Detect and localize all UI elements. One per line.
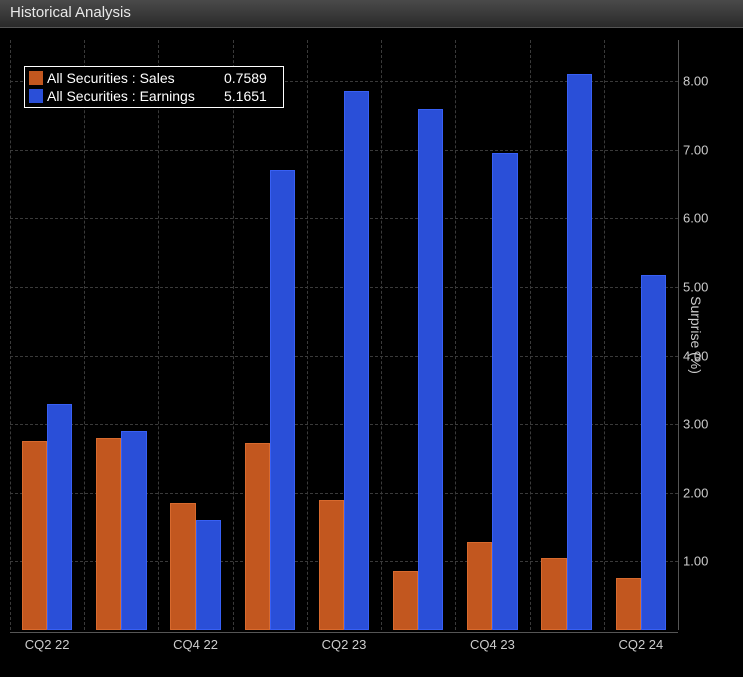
x-tick-label: CQ2 24	[618, 637, 663, 652]
bar-earnings[interactable]	[196, 520, 221, 630]
legend-row: All Securities : Sales0.7589	[29, 69, 279, 87]
legend-label: All Securities : Earnings	[47, 87, 220, 105]
bar-earnings[interactable]	[270, 170, 295, 630]
legend-label: All Securities : Sales	[47, 69, 220, 87]
bar-earnings[interactable]	[344, 91, 369, 630]
bar-sales[interactable]	[245, 443, 270, 630]
legend-swatch	[29, 89, 43, 103]
panel-title-bar: Historical Analysis	[0, 0, 743, 28]
y-tick-label: 3.00	[683, 417, 708, 432]
bar-sales[interactable]	[541, 558, 566, 630]
bar-sales[interactable]	[467, 542, 492, 630]
bar-earnings[interactable]	[567, 74, 592, 630]
gridline-v	[233, 40, 234, 630]
gridline-v	[604, 40, 605, 630]
y-tick-label: 2.00	[683, 485, 708, 500]
bar-sales[interactable]	[170, 503, 195, 630]
legend-value: 0.7589	[224, 69, 279, 87]
x-tick-label: CQ2 22	[25, 637, 70, 652]
legend-swatch	[29, 71, 43, 85]
bar-earnings[interactable]	[641, 275, 666, 630]
y-tick-label: 5.00	[683, 279, 708, 294]
historical-analysis-panel: Historical Analysis Surprise (%) 1.002.0…	[0, 0, 743, 677]
bar-earnings[interactable]	[492, 153, 517, 630]
legend-value: 5.1651	[224, 87, 279, 105]
y-tick-label: 7.00	[683, 142, 708, 157]
gridline-v	[10, 40, 11, 630]
x-tick-label: CQ4 23	[470, 637, 515, 652]
gridline-v	[307, 40, 308, 630]
bar-sales[interactable]	[96, 438, 121, 630]
gridline-v	[84, 40, 85, 630]
chart-plot-area	[10, 40, 678, 630]
panel-title: Historical Analysis	[10, 4, 131, 21]
bar-earnings[interactable]	[418, 109, 443, 630]
x-tick-label: CQ4 22	[173, 637, 218, 652]
bar-sales[interactable]	[22, 441, 47, 630]
x-axis: CQ2 22 CQ4 22 CQ2 23 CQ4 23 CQ2 24	[10, 632, 678, 662]
bar-earnings[interactable]	[121, 431, 146, 630]
gridline-v	[455, 40, 456, 630]
y-tick-label: 8.00	[683, 74, 708, 89]
gridline-v	[158, 40, 159, 630]
chart-legend: All Securities : Sales0.7589All Securiti…	[24, 66, 284, 108]
bar-sales[interactable]	[319, 500, 344, 630]
bar-earnings[interactable]	[47, 404, 72, 630]
y-tick-label: 1.00	[683, 554, 708, 569]
bar-sales[interactable]	[616, 578, 641, 630]
gridline-v	[530, 40, 531, 630]
gridline-v	[381, 40, 382, 630]
y-tick-label: 4.00	[683, 348, 708, 363]
x-tick-label: CQ2 23	[322, 637, 367, 652]
bar-sales[interactable]	[393, 571, 418, 630]
y-tick-label: 6.00	[683, 211, 708, 226]
y-axis: Surprise (%) 1.002.003.004.005.006.007.0…	[678, 40, 743, 630]
legend-row: All Securities : Earnings5.1651	[29, 87, 279, 105]
